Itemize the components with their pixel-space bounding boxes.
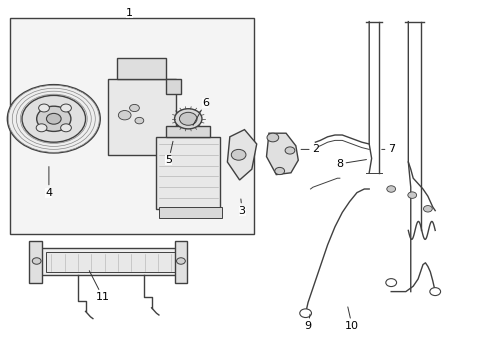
Circle shape: [7, 85, 100, 153]
Text: 6: 6: [193, 98, 208, 125]
Circle shape: [135, 117, 143, 124]
Circle shape: [46, 113, 61, 124]
Circle shape: [36, 124, 47, 132]
Text: 5: 5: [165, 141, 173, 165]
Text: 10: 10: [345, 307, 358, 331]
Bar: [175, 241, 187, 283]
Bar: [156, 137, 220, 209]
Bar: [37, 248, 181, 275]
Circle shape: [386, 186, 395, 192]
Circle shape: [129, 104, 139, 112]
Circle shape: [39, 104, 49, 112]
Bar: [29, 241, 41, 283]
Circle shape: [423, 206, 431, 212]
Bar: [166, 79, 181, 94]
Circle shape: [231, 149, 245, 160]
Bar: [10, 18, 254, 234]
Circle shape: [407, 192, 416, 198]
Text: 3: 3: [238, 199, 245, 216]
Polygon shape: [227, 130, 256, 180]
Circle shape: [61, 104, 71, 112]
Circle shape: [429, 288, 440, 296]
Text: 7: 7: [381, 144, 394, 154]
Text: 9: 9: [304, 314, 311, 331]
Text: 1: 1: [126, 8, 133, 18]
Circle shape: [274, 167, 284, 175]
Text: 8: 8: [336, 159, 366, 169]
Polygon shape: [266, 133, 298, 175]
Circle shape: [118, 111, 131, 120]
Circle shape: [385, 279, 396, 287]
Circle shape: [61, 124, 71, 132]
Circle shape: [37, 106, 71, 131]
Circle shape: [299, 309, 311, 318]
Text: 4: 4: [45, 167, 52, 198]
Circle shape: [179, 112, 197, 125]
Circle shape: [176, 258, 185, 264]
Bar: [117, 58, 166, 79]
Circle shape: [285, 147, 294, 154]
Circle shape: [174, 109, 202, 129]
Bar: [166, 126, 210, 137]
Circle shape: [266, 133, 278, 142]
Bar: [107, 79, 176, 155]
Bar: [159, 207, 222, 218]
Circle shape: [32, 258, 41, 264]
Circle shape: [22, 95, 85, 142]
Text: 11: 11: [89, 271, 109, 302]
Text: 2: 2: [301, 144, 318, 154]
Bar: [46, 252, 176, 272]
